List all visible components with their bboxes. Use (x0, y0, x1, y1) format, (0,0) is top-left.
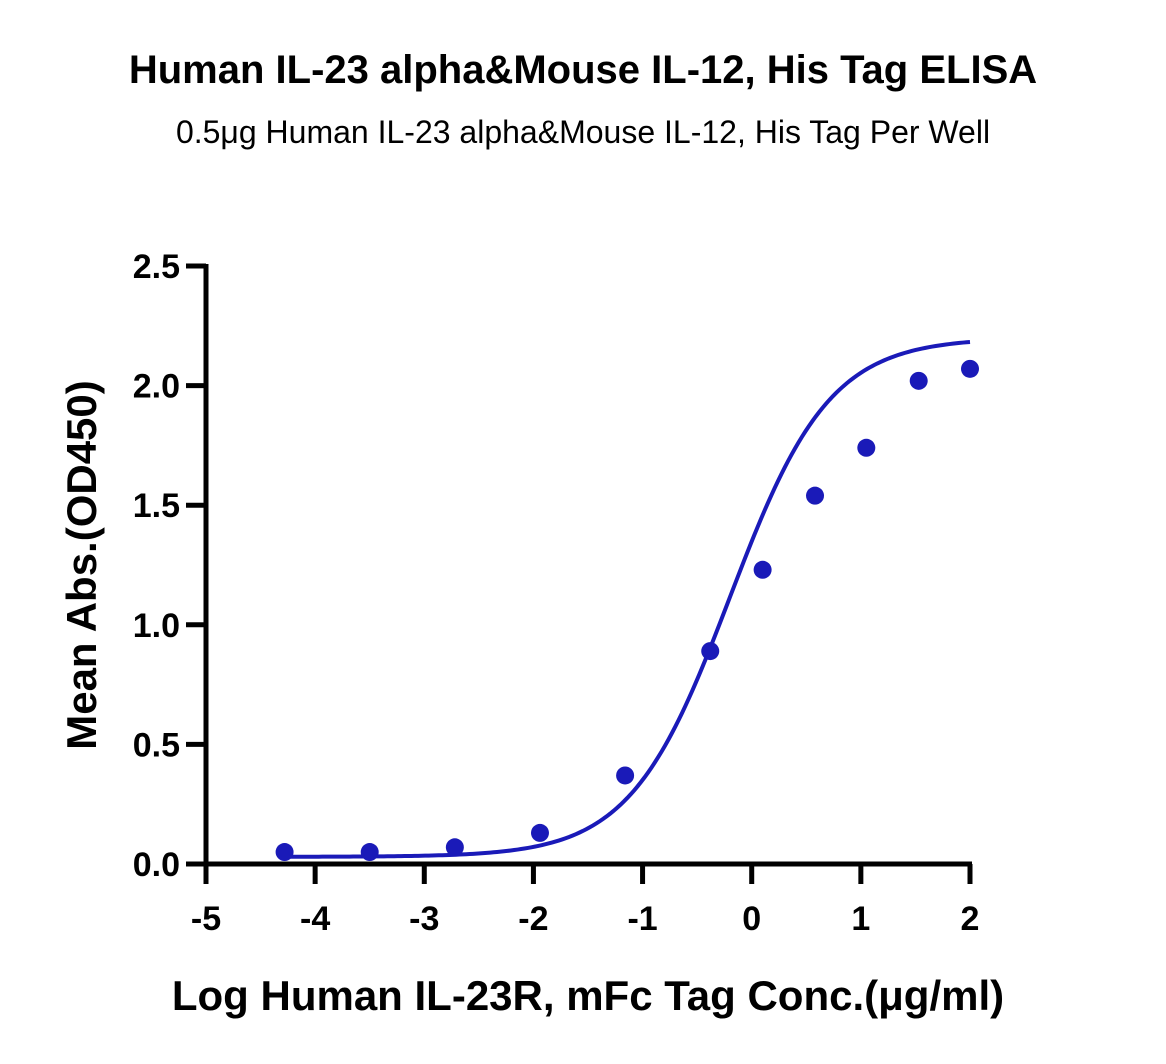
y-tick-label: 0.5 (133, 726, 180, 764)
y-tick-label: 0.0 (133, 846, 180, 884)
data-point (909, 371, 928, 390)
y-tick-label: 2.5 (133, 248, 180, 286)
x-axis-label: Log Human IL-23R, mFc Tag Conc.(μg/ml) (172, 972, 1004, 1019)
data-point (530, 823, 549, 842)
x-tick-label: 0 (742, 900, 761, 938)
data-point (360, 843, 379, 862)
x-tick-label: -4 (300, 900, 330, 938)
x-tick-label: -1 (627, 900, 657, 938)
fit-curve-line (284, 339, 971, 859)
chart-subtitle: 0.5μg Human IL-23 alpha&Mouse IL-12, His… (175, 114, 991, 150)
x-tick-label: -5 (191, 900, 221, 938)
y-tick-label: 2.0 (133, 368, 180, 406)
x-tick-label: -3 (409, 900, 439, 938)
chart-title: Human IL-23 alpha&Mouse IL-12, His Tag E… (128, 48, 1038, 92)
x-axis-ticks: -5 -4 -3 -2 -1 0 1 2 (191, 864, 980, 938)
x-tick-label: 1 (851, 900, 870, 938)
data-points (275, 359, 979, 862)
data-point (616, 766, 635, 785)
y-tick-label: 1.5 (133, 487, 180, 525)
data-point (701, 642, 720, 661)
data-point (275, 843, 294, 862)
data-point (857, 438, 876, 457)
data-point (961, 359, 979, 378)
data-point (806, 486, 825, 505)
data-point (753, 560, 772, 579)
y-axis-ticks: 0.0 0.5 1.0 1.5 2.0 2.5 (133, 248, 206, 884)
data-point (445, 838, 464, 857)
y-axis-label: Mean Abs.(OD450) (58, 380, 105, 750)
x-tick-label: -2 (518, 900, 548, 938)
axes (203, 264, 972, 867)
x-tick-label: 2 (961, 900, 980, 938)
y-tick-label: 1.0 (133, 607, 180, 645)
